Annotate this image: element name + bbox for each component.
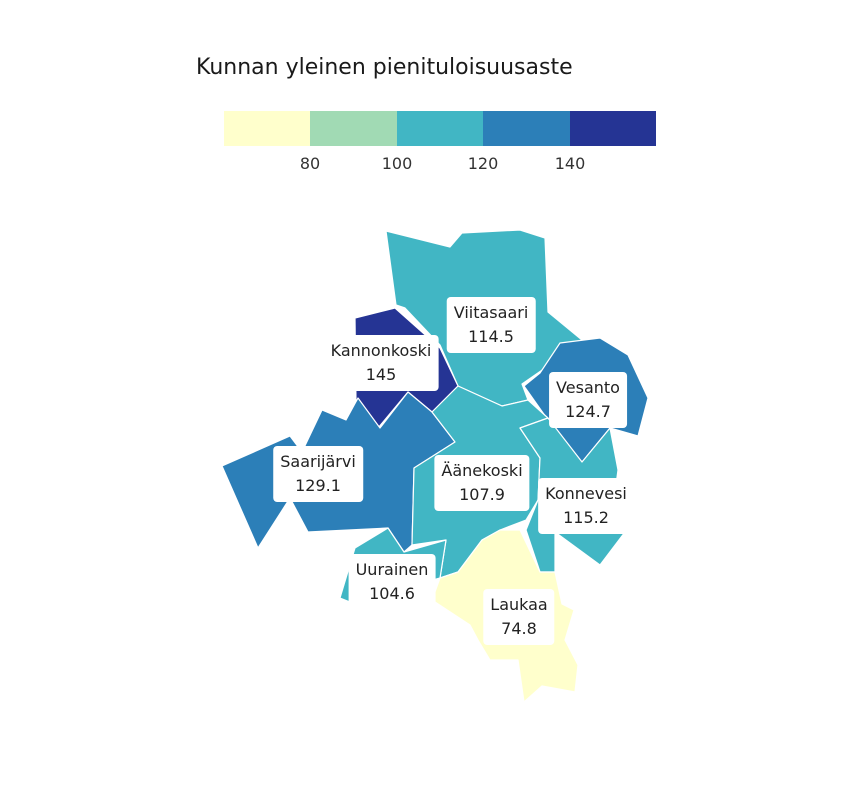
municipality-value: 145 xyxy=(365,365,397,384)
legend-tick-120: 120 xyxy=(467,154,499,173)
municipality-value: 114.5 xyxy=(468,327,514,346)
label-konnevesi: Konnevesi 115.2 xyxy=(538,478,634,534)
municipality-name: Laukaa xyxy=(490,595,548,614)
legend-tick-100: 100 xyxy=(381,154,413,173)
municipality-name: Saarijärvi xyxy=(280,452,356,471)
municipality-name: Konnevesi xyxy=(545,484,627,503)
municipality-name: Viitasaari xyxy=(453,303,529,322)
label-saarijarvi: Saarijärvi 129.1 xyxy=(273,446,363,502)
municipality-value: 124.7 xyxy=(565,402,611,421)
municipality-value: 129.1 xyxy=(295,476,341,495)
municipality-name: Uurainen xyxy=(355,560,429,579)
label-kannonkoski: Kannonkoski 145 xyxy=(323,335,439,391)
legend-title: Kunnan yleinen pienituloisuusaste xyxy=(196,55,573,80)
municipality-name: Äänekoski xyxy=(441,461,523,480)
municipality-value: 104.6 xyxy=(369,584,415,603)
color-scale-bar xyxy=(224,111,656,146)
legend-tick-80: 80 xyxy=(299,154,321,173)
legend-swatch-4 xyxy=(483,111,570,146)
municipality-value: 115.2 xyxy=(563,508,609,527)
label-uurainen: Uurainen 104.6 xyxy=(348,554,436,610)
legend-swatch-2 xyxy=(310,111,397,146)
legend-swatch-1 xyxy=(224,111,311,146)
municipality-name: Vesanto xyxy=(556,378,620,397)
legend-swatch-3 xyxy=(396,111,484,146)
label-laukaa: Laukaa 74.8 xyxy=(483,589,555,645)
municipality-value: 74.8 xyxy=(501,619,537,638)
label-viitasaari: Viitasaari 114.5 xyxy=(446,297,536,353)
legend-tick-140: 140 xyxy=(554,154,586,173)
municipality-name: Kannonkoski xyxy=(330,341,432,360)
label-vesanto: Vesanto 124.7 xyxy=(549,372,627,428)
label-aanekoski: Äänekoski 107.9 xyxy=(434,455,530,511)
municipality-value: 107.9 xyxy=(459,485,505,504)
legend-swatch-5 xyxy=(569,111,656,146)
